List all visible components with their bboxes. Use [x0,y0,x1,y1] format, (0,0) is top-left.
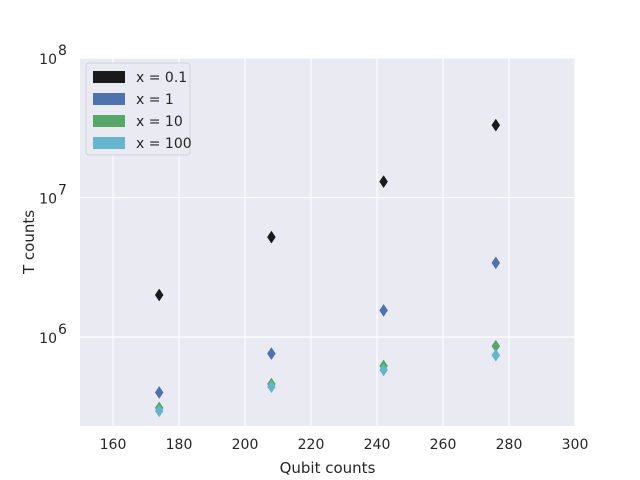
legend-label: x = 100 [136,136,192,152]
legend-swatch [93,71,125,83]
x-tick-labels: 160 180 200 220 240 260 280 300 [100,437,589,453]
x-tick-label: 260 [430,437,457,453]
y-tick-label: 10 [39,331,57,347]
x-tick-label: 300 [562,437,589,453]
legend-swatch [93,115,125,127]
legend: x = 0.1 x = 1 x = 10 x = 100 [85,62,192,156]
x-tick-label: 160 [100,437,127,453]
data-point [379,363,388,377]
data-point [491,348,501,362]
legend-label: x = 10 [136,114,183,130]
data-point [491,256,501,270]
data-point [154,404,164,418]
x-axis-label: Qubit counts [280,459,376,477]
x-tick-label: 240 [364,437,391,453]
data-points [154,118,501,418]
data-point [379,175,388,189]
y-tick-exponent: 7 [58,182,67,198]
grid-lines [80,57,576,426]
data-point [267,347,276,361]
legend-label: x = 0.1 [136,70,187,86]
x-tick-label: 200 [232,437,259,453]
data-point [379,303,388,317]
x-tick-label: 220 [298,437,325,453]
y-tick-exponent: 6 [58,322,67,338]
legend-label: x = 1 [136,92,174,108]
y-tick-exponent: 8 [58,43,67,59]
data-point [267,230,276,244]
y-tick-label: 10 [39,52,57,68]
legend-swatch [93,137,125,149]
x-tick-label: 280 [496,437,523,453]
data-point [154,288,164,302]
x-tick-label: 180 [166,437,193,453]
y-tick-label: 10 [39,191,57,207]
legend-box [85,62,191,156]
data-point [491,118,501,132]
legend-swatch [93,93,125,105]
y-axis-label: T counts [20,210,38,275]
data-point [267,380,276,394]
data-point [154,386,164,399]
